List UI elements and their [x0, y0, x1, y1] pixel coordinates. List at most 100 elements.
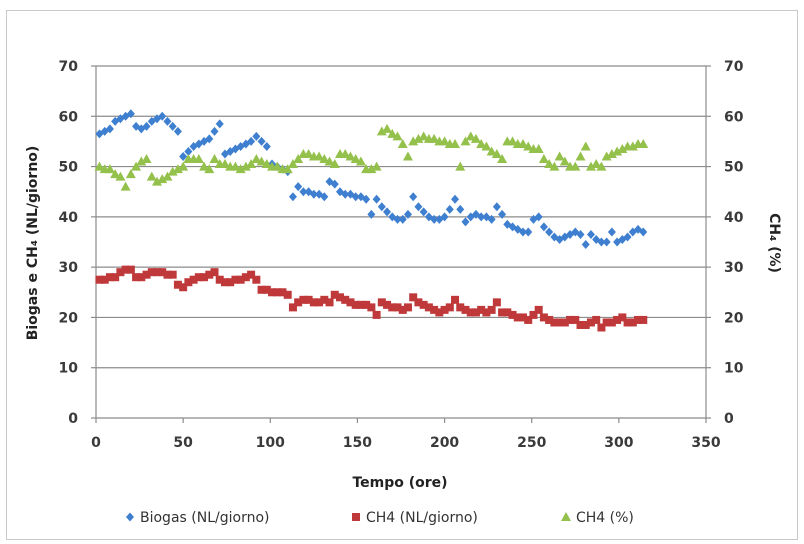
y-tick-label: 30 — [59, 260, 79, 276]
ch4-nl-point — [231, 275, 240, 284]
ch4-percent-point — [606, 149, 617, 158]
ch4-percent-point — [371, 161, 382, 171]
biogas-point — [168, 121, 177, 131]
legend-label: CH4 (%) — [576, 510, 634, 526]
ch4-nl-point — [555, 318, 564, 327]
ch4-nl-point — [451, 295, 460, 304]
ch4-percent-point — [523, 141, 534, 151]
biogas-point — [137, 124, 146, 134]
ch4-nl-point — [241, 273, 250, 282]
ch4-percent-point — [125, 169, 136, 179]
ch4-nl-point — [299, 295, 308, 304]
ch4-nl-point — [215, 275, 224, 284]
ch4-nl-point — [315, 298, 324, 307]
biogas-point — [451, 194, 460, 204]
data-points — [94, 109, 649, 332]
ch4-nl-point — [529, 310, 538, 319]
ch4-nl-point — [288, 303, 297, 312]
biogas-point — [409, 192, 418, 202]
ch4-percent-point — [408, 136, 419, 146]
ch4-percent-point — [413, 133, 424, 143]
y-tick-label: 40 — [59, 210, 79, 226]
ch4-nl-point — [393, 303, 402, 312]
ch4-percent-point — [439, 136, 450, 146]
x-tick-label: 200 — [430, 435, 459, 451]
ch4-nl-point — [294, 298, 303, 307]
biogas-point — [398, 214, 407, 224]
biogas-point — [163, 116, 172, 126]
ch4-percent-point — [491, 149, 502, 158]
ch4-percent-point — [465, 131, 476, 141]
biogas-point — [607, 227, 616, 237]
ch4-percent-point — [429, 133, 440, 143]
ch4-percent-point — [329, 159, 340, 169]
ch4-nl-point — [346, 298, 355, 307]
ch4-percent-point — [324, 156, 335, 166]
biogas-point — [126, 109, 135, 119]
ch4-nl-point — [100, 275, 109, 284]
ch4-nl-point — [351, 300, 360, 309]
x-axis-title: Tempo (ore) — [352, 475, 447, 491]
ch4-nl-point — [634, 315, 643, 324]
ch4-nl-point — [336, 293, 344, 302]
ch4-percent-point — [559, 156, 570, 166]
ch4-percent-point — [157, 174, 168, 184]
biogas-point — [519, 227, 527, 237]
ch4-nl-point — [403, 303, 412, 312]
ch4-nl-point — [623, 318, 632, 327]
ch4-percent-point — [601, 151, 612, 161]
ch4-nl-point — [367, 303, 376, 312]
biogas-point — [524, 227, 533, 237]
ch4-percent-point — [387, 128, 398, 138]
ch4-percent-point — [193, 154, 204, 164]
ch4-nl-point — [372, 310, 381, 319]
ch4-nl-point — [445, 303, 454, 312]
ch4-percent-point — [314, 151, 325, 161]
biogas-point — [430, 214, 439, 224]
ch4-nl-point — [179, 283, 188, 292]
biogas-point — [639, 227, 648, 237]
ch4-percent-point — [230, 161, 241, 171]
biogas-point — [299, 187, 308, 197]
ch4-nl-point — [142, 270, 151, 279]
y-right-tick-label: 50 — [724, 160, 744, 176]
ch4-percent-point — [104, 164, 115, 174]
ch4-nl-point — [163, 270, 172, 279]
ch4-percent-point — [136, 156, 147, 166]
ch4-nl-point — [268, 288, 277, 297]
ch4-nl-point — [147, 268, 156, 277]
biogas-point — [330, 179, 339, 189]
y-right-tick-label: 20 — [724, 310, 744, 326]
ch4-nl-point — [592, 315, 601, 324]
legend-marker — [126, 512, 134, 522]
ch4-percent-point — [402, 151, 413, 161]
x-tick-label: 350 — [691, 435, 720, 451]
ch4-nl-point — [121, 265, 130, 274]
ch4-percent-point — [319, 154, 330, 164]
ch4-nl-point — [210, 268, 219, 277]
ch4-percent-point — [152, 176, 162, 186]
ch4-nl-point — [503, 308, 512, 317]
y-tick-label: 20 — [59, 310, 79, 326]
ch4-percent-point — [575, 151, 586, 161]
legend-label: Biogas (NL/giorno) — [140, 510, 269, 526]
ch4-percent-point — [554, 151, 565, 161]
ch4-percent-point — [350, 154, 361, 164]
biogas-point — [602, 237, 611, 247]
biogas-point — [142, 121, 151, 131]
ch4-nl-point — [283, 290, 292, 299]
legend-marker — [352, 513, 360, 521]
x-tick-label: 50 — [173, 435, 193, 451]
ch4-percent-point — [518, 138, 528, 148]
ch4-nl-point — [581, 320, 590, 329]
biogas-point — [581, 240, 590, 250]
biogas-point — [158, 111, 167, 121]
ch4-nl-point — [184, 278, 193, 287]
biogas-point — [294, 182, 303, 192]
ch4-nl-point — [189, 275, 198, 284]
y-tick-label: 0 — [68, 411, 78, 427]
ch4-percent-point — [256, 156, 267, 166]
ch4-percent-point — [246, 159, 257, 169]
legend-item-ch4-nl: CH4 (NL/giorno) — [352, 510, 478, 526]
ch4-nl-point — [566, 315, 575, 324]
